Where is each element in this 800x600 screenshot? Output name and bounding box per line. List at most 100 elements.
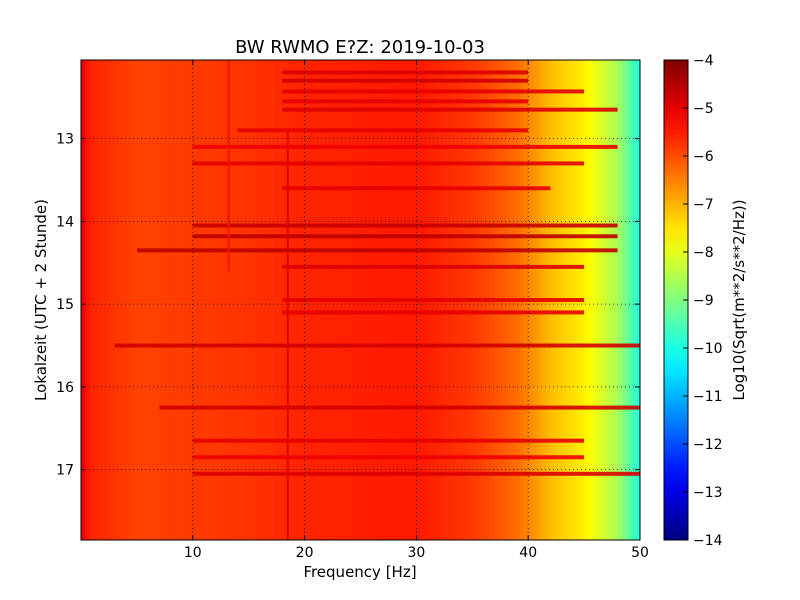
spectrum-column xyxy=(240,60,245,540)
spectrum-column xyxy=(136,60,142,540)
energy-band xyxy=(192,234,618,239)
energy-band xyxy=(159,405,640,410)
spectrum-column xyxy=(261,60,267,540)
energy-band xyxy=(282,310,585,315)
colorbar-tick-label: −6 xyxy=(693,149,714,165)
spectrum-column xyxy=(119,60,125,540)
energy-band xyxy=(282,89,585,94)
chart-title: BW RWMO E?Z: 2019-10-03 xyxy=(235,37,485,58)
y-tick-label: 15 xyxy=(56,297,74,313)
colorbar-tick-label: −4 xyxy=(693,53,714,69)
spectrum-column xyxy=(106,60,112,540)
spectrum-column xyxy=(622,60,628,540)
spectrum-column xyxy=(210,60,215,540)
spectrum-column xyxy=(601,60,607,540)
spectrum-column xyxy=(222,60,228,540)
spectrum-column xyxy=(631,60,637,540)
energy-band xyxy=(192,471,640,476)
y-tick-label: 14 xyxy=(56,214,74,230)
colorbar-tick-label: −8 xyxy=(693,245,714,261)
spectrum-column xyxy=(124,60,129,540)
spectrum-column xyxy=(244,60,250,540)
spectrum-column xyxy=(115,60,121,540)
plot-frame xyxy=(80,59,641,541)
colorbar-tick-label: −5 xyxy=(693,101,714,117)
spectrum-column xyxy=(162,60,168,540)
spectrum-column xyxy=(102,60,108,540)
colorbar-tick-label: −10 xyxy=(693,341,723,357)
spectrum-column xyxy=(158,60,164,540)
spectrum-column xyxy=(274,60,280,540)
spectrum-column xyxy=(605,60,611,540)
spectrum-column xyxy=(98,60,104,540)
spectrum-column xyxy=(192,60,198,540)
spectrum-column xyxy=(214,60,220,540)
y-tick-label: 13 xyxy=(56,132,74,148)
grid-lines xyxy=(81,60,640,540)
spectrogram-heatmap xyxy=(81,60,640,540)
energy-band xyxy=(192,223,618,228)
y-tick-label: 17 xyxy=(56,463,74,479)
spectrum-column xyxy=(235,60,241,540)
spectrum-column xyxy=(227,60,233,540)
spectrum-column xyxy=(197,60,202,540)
y-tick-label: 16 xyxy=(56,380,74,396)
y-axis: 13 14 15 16 17 xyxy=(56,132,640,479)
spectrum-column xyxy=(265,60,271,540)
spectrum-column xyxy=(188,60,194,540)
spectrum-column xyxy=(618,60,624,540)
spectrum-column xyxy=(89,60,95,540)
spectrum-column xyxy=(278,60,284,540)
energy-band xyxy=(282,107,618,112)
spectrum-column xyxy=(149,60,155,540)
spectrum-column xyxy=(253,60,258,540)
spectrum-column xyxy=(270,60,276,540)
x-tick-label: 40 xyxy=(519,545,537,561)
spectrum-column xyxy=(154,60,159,540)
colorbar-tick-label: −13 xyxy=(693,485,723,501)
spectrum-column xyxy=(627,60,632,540)
energy-band xyxy=(192,144,618,149)
spectrum-column xyxy=(179,60,185,540)
colorbar-tick-label: −12 xyxy=(693,437,723,453)
spectrum-column xyxy=(132,60,138,540)
spectrum-column xyxy=(257,60,263,540)
spectrum-column xyxy=(201,60,207,540)
energy-band xyxy=(192,438,585,443)
spectrum-column xyxy=(93,60,99,540)
spectrum-column xyxy=(81,60,86,540)
x-tick-label: 30 xyxy=(407,545,425,561)
energy-band xyxy=(136,248,618,253)
energy-band xyxy=(237,128,529,133)
energy-band xyxy=(282,298,585,302)
spectrum-column xyxy=(128,60,134,540)
spectrum-column xyxy=(231,60,237,540)
y-axis-label: Lokalzeit (UTC + 2 Stunde) xyxy=(32,199,50,401)
colorbar-axis: −4 −5 −6 −7 −8 −9 −10 −11 −12 −13 −14 xyxy=(683,53,723,549)
spectrum-column xyxy=(184,60,190,540)
spectrum-column xyxy=(597,60,602,540)
energy-band xyxy=(192,161,585,166)
x-tick-label: 10 xyxy=(184,545,202,561)
spectrum-column xyxy=(167,60,172,540)
colorbar-tick-label: −7 xyxy=(693,197,714,213)
energy-band xyxy=(192,455,585,460)
x-axis: 10 20 30 40 50 xyxy=(184,60,649,561)
energy-band xyxy=(282,70,529,75)
spectrum-column xyxy=(141,60,147,540)
spectrum-column xyxy=(609,60,615,540)
spectrum-column xyxy=(592,60,598,540)
colorbar-tick-label: −14 xyxy=(693,533,723,549)
colorbar-tick-label: −9 xyxy=(693,293,714,309)
colorbar-tick-label: −11 xyxy=(693,389,723,405)
spectrum-column xyxy=(205,60,211,540)
spectrum-column xyxy=(614,60,620,540)
spectrum-column xyxy=(145,60,151,540)
x-tick-label: 20 xyxy=(296,545,314,561)
x-tick-label: 50 xyxy=(631,545,649,561)
spectrum-column xyxy=(584,60,589,540)
spectrum-column xyxy=(85,60,91,540)
spectrum-column xyxy=(175,60,181,540)
colorbar-label: Log10(Sqrt(m**2/s**2/Hz)) xyxy=(730,199,748,400)
